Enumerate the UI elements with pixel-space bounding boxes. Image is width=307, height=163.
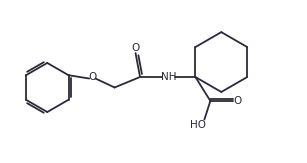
Text: O: O (233, 96, 241, 106)
Text: HO: HO (190, 120, 206, 131)
Text: O: O (131, 43, 140, 53)
Text: NH: NH (161, 72, 176, 82)
Text: O: O (88, 72, 96, 82)
